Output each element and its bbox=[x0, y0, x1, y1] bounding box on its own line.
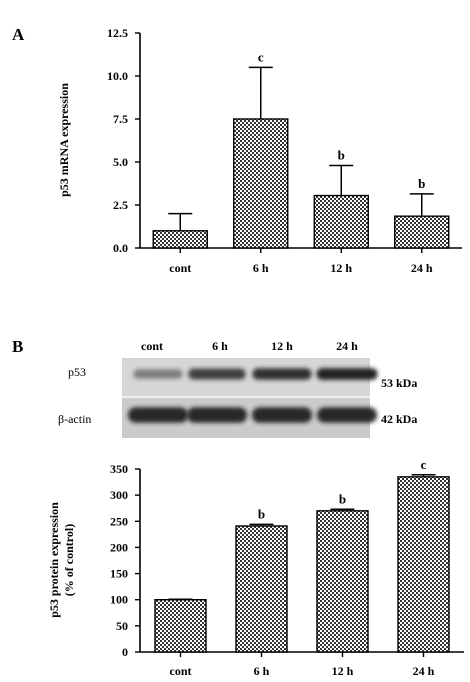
x-tick-label: 24 h bbox=[411, 261, 433, 275]
significance-letter: b bbox=[338, 147, 345, 162]
y-tick-label: 300 bbox=[110, 488, 128, 502]
bar-cont bbox=[152, 230, 208, 249]
chart-a: 0.0 2.5 5.0 7.5 10.0 12.5 p53 mRNA expression c… bbox=[57, 26, 462, 275]
x-tick-label: cont bbox=[170, 664, 192, 678]
bar-24h bbox=[394, 215, 450, 249]
x-tick-label: 6 h bbox=[253, 261, 269, 275]
x-tick-label: 12 h bbox=[330, 261, 352, 275]
y-axis-title-line: (% of control) bbox=[62, 524, 76, 596]
y-axis-title-group: p53 mRNA expression bbox=[57, 83, 71, 197]
x-tick-label: 6 h bbox=[254, 664, 270, 678]
chart-b: 0 50 100 150 200 250 300 350 p53 protein express… bbox=[47, 457, 464, 678]
bar-cont bbox=[154, 599, 207, 653]
y-axis-title-group: p53 protein expression (% of control) bbox=[47, 502, 76, 618]
significance-letter: c bbox=[421, 457, 427, 472]
blot-band-actin bbox=[127, 407, 189, 423]
y-axis-title: p53 mRNA expression bbox=[57, 83, 71, 197]
bar-6h bbox=[233, 118, 289, 249]
blot-band-actin bbox=[316, 407, 378, 423]
blot-size-53: 53 kDa bbox=[381, 376, 417, 390]
blot-band-p53 bbox=[316, 368, 378, 380]
y-tick-label: 250 bbox=[110, 514, 128, 528]
x-tick-label: 24 h bbox=[413, 664, 435, 678]
y-tick-label: 150 bbox=[110, 567, 128, 581]
y-tick-label: 0.0 bbox=[113, 241, 128, 255]
blot-row-label-actin: β-actin bbox=[58, 412, 91, 426]
y-tick-label: 200 bbox=[110, 540, 128, 554]
significance-letter: b bbox=[258, 506, 265, 521]
blot-row-label-p53: p53 bbox=[68, 365, 86, 379]
blot-lane-label: cont bbox=[141, 339, 163, 353]
significance-letter: c bbox=[258, 49, 264, 64]
bar-12h bbox=[316, 510, 369, 653]
y-tick-label: 7.5 bbox=[113, 112, 128, 126]
x-tick-label: 12 h bbox=[332, 664, 354, 678]
panel-a-letter: A bbox=[12, 25, 25, 44]
y-axis-title-line: p53 protein expression bbox=[47, 502, 61, 618]
significance-letter: b bbox=[418, 176, 425, 191]
significance-letter: b bbox=[339, 491, 346, 506]
y-tick-label: 0 bbox=[122, 645, 128, 659]
blot-band-p53 bbox=[188, 368, 246, 380]
blot-size-42: 42 kDa bbox=[381, 412, 417, 426]
blot-lane-label: 24 h bbox=[336, 339, 358, 353]
blot-lane-label: 12 h bbox=[271, 339, 293, 353]
x-tick-label: cont bbox=[169, 261, 191, 275]
bar-24h bbox=[397, 476, 450, 653]
western-blot: cont 6 h 12 h 24 h p53 β-actin 53 kDa 42 kD… bbox=[58, 339, 417, 438]
y-tick-label: 5.0 bbox=[113, 155, 128, 169]
y-tick-label: 10.0 bbox=[107, 69, 128, 83]
y-tick-label: 50 bbox=[116, 619, 128, 633]
panel-b-letter: B bbox=[12, 337, 23, 356]
bar-12h bbox=[313, 194, 369, 249]
y-tick-label: 350 bbox=[110, 462, 128, 476]
blot-band-p53 bbox=[252, 368, 312, 380]
blot-band-actin bbox=[251, 407, 313, 423]
y-tick-label: 2.5 bbox=[113, 198, 128, 212]
blot-band-p53 bbox=[133, 369, 183, 379]
y-tick-label: 100 bbox=[110, 593, 128, 607]
bar-6h bbox=[235, 525, 288, 653]
blot-band-actin bbox=[186, 407, 248, 423]
y-tick-label: 12.5 bbox=[107, 26, 128, 40]
blot-lane-label: 6 h bbox=[212, 339, 228, 353]
